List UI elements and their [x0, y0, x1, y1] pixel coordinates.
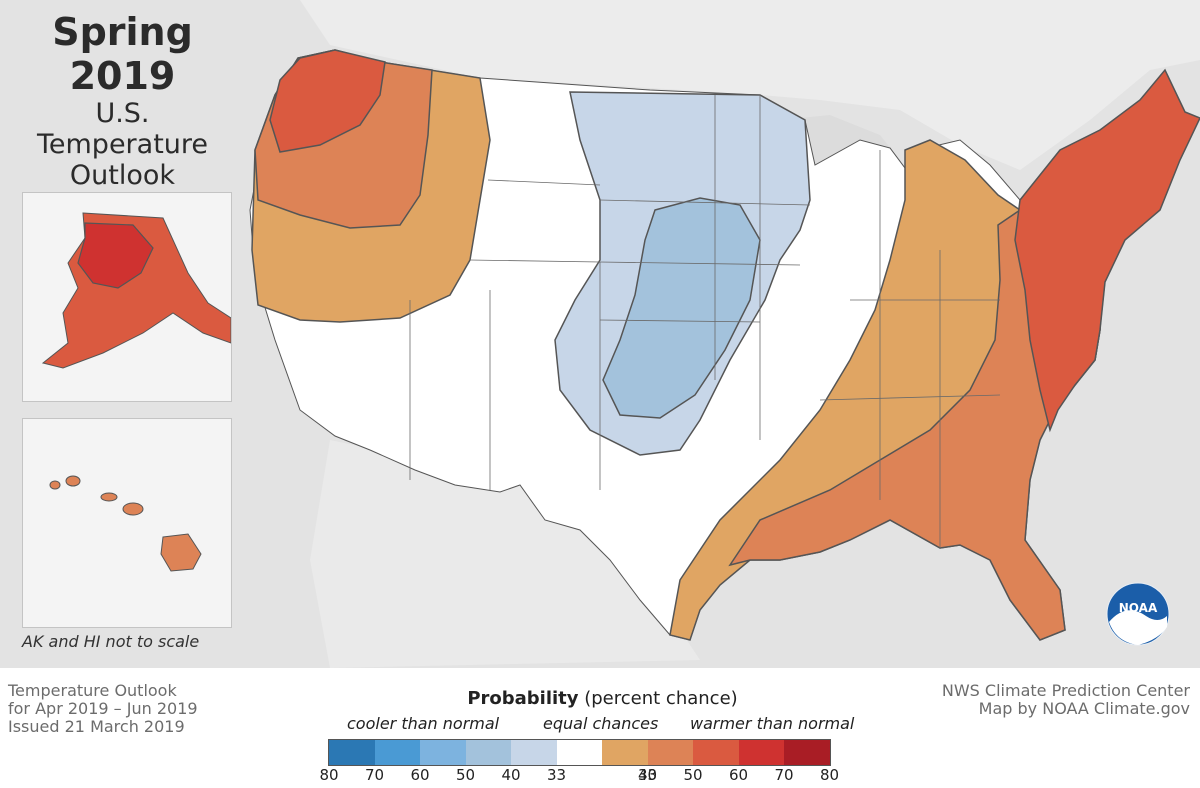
- title-type: Outlook: [69, 160, 176, 191]
- legend-title-rest: (percent chance): [578, 688, 738, 709]
- legend-cell-0: [329, 740, 375, 765]
- legend-cell-5: [556, 740, 602, 765]
- legend-equal-label: equal chances: [543, 714, 659, 733]
- credit-map: Map by NOAA Climate.gov: [978, 699, 1190, 718]
- canada-landmass: [300, 0, 1200, 170]
- legend-tick-6: 33: [637, 766, 658, 784]
- legend-tick-3: 50: [455, 766, 476, 784]
- warm-west-60: [269, 49, 386, 153]
- legend-cooler-label: cooler than normal: [347, 714, 500, 733]
- state-lines: [409, 95, 1001, 548]
- legend-cell-10: [784, 740, 830, 765]
- legend-cell-4: [511, 740, 557, 765]
- mexico-landmass: [310, 440, 700, 668]
- legend-tick-4: 40: [501, 766, 521, 784]
- legend-tick-1: 70: [364, 766, 385, 784]
- alaska-map: [41, 212, 231, 369]
- legend-title: Probability (percent chance): [330, 688, 875, 709]
- legend-tick-2: 60: [410, 766, 430, 784]
- noaa-logo-icon: NOAA: [1106, 582, 1170, 646]
- warm-east-60: [1014, 68, 1200, 433]
- legend-cell-1: [374, 740, 420, 765]
- scale-note: AK and HI not to scale: [22, 632, 200, 651]
- credits: NWS Climate Prediction Center Map by NOA…: [942, 682, 1190, 718]
- legend-cell-8: [693, 740, 739, 765]
- cool-central-50: [602, 197, 761, 419]
- outlook-period: for Apr 2019 – Jun 2019: [8, 699, 198, 718]
- legend-tick-9: 60: [728, 766, 749, 784]
- legend-tick-0: 80: [319, 766, 339, 784]
- title-country: U.S.: [95, 98, 150, 129]
- legend-tick-10: 70: [774, 766, 794, 784]
- alaska-inset: [22, 192, 232, 402]
- title-season: Spring 2019: [52, 10, 193, 98]
- map-title: Spring 2019 U.S. Temperature Outlook: [0, 10, 245, 191]
- legend-cell-6: [602, 740, 648, 765]
- credit-source: NWS Climate Prediction Center: [941, 681, 1190, 700]
- outlook-info: Temperature Outlook for Apr 2019 – Jun 2…: [8, 682, 198, 736]
- legend-tick-8: 50: [683, 766, 703, 784]
- legend-cell-3: [465, 740, 511, 765]
- legend-warmer-label: warmer than normal: [690, 714, 855, 733]
- noaa-logo-text: NOAA: [1119, 601, 1158, 615]
- legend-cell-7: [647, 740, 693, 765]
- legend-title-bold: Probability: [467, 688, 579, 709]
- outlook-map: [249, 0, 1200, 668]
- legend-cell-2: [420, 740, 466, 765]
- legend-colorbar: [328, 739, 831, 766]
- title-variable: Temperature: [36, 129, 209, 160]
- legend-tick-11: 80: [819, 766, 840, 784]
- legend-tick-7: 40: [637, 766, 658, 784]
- hawaii-map: [49, 475, 202, 572]
- outlook-issued: Issued 21 March 2019: [8, 717, 185, 736]
- legend-tick-5: 33: [546, 766, 567, 784]
- outlook-name: Temperature Outlook: [8, 681, 177, 700]
- legend-cell-9: [738, 740, 784, 765]
- map-area: Spring 2019 U.S. Temperature Outlook AK …: [0, 0, 1200, 668]
- hawaii-inset: [22, 418, 232, 628]
